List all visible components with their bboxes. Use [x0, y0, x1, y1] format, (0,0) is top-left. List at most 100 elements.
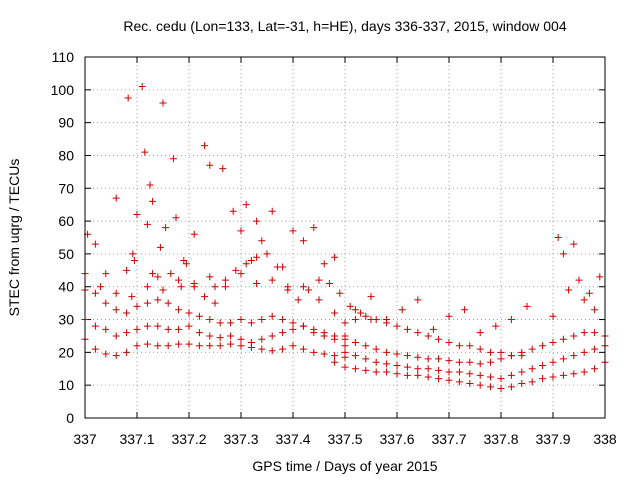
data-point [414, 296, 422, 304]
data-point [331, 253, 339, 261]
data-point [367, 293, 375, 301]
data-point [315, 276, 323, 284]
data-point [112, 332, 120, 340]
data-point [310, 348, 318, 356]
data-point [398, 306, 406, 314]
chart-title: Rec. cedu (Lon=133, Lat=-31, h=HE), days… [123, 18, 566, 34]
data-point [492, 322, 500, 330]
data-point [227, 340, 235, 348]
data-point [559, 335, 567, 343]
data-point [549, 339, 557, 347]
data-point [162, 224, 170, 232]
data-point [357, 309, 365, 317]
data-point [466, 370, 474, 378]
data-point [229, 207, 237, 215]
data-point [211, 299, 219, 307]
data-point [190, 283, 198, 291]
data-point [487, 348, 495, 356]
data-point [253, 217, 261, 225]
data-point [172, 214, 180, 222]
data-point [182, 260, 190, 268]
data-point [424, 332, 432, 340]
data-point [253, 279, 261, 287]
data-point [528, 378, 536, 386]
data-point [268, 312, 276, 320]
x-tick-label: 337.3 [223, 431, 258, 447]
data-point [539, 375, 547, 383]
data-point [549, 312, 557, 320]
data-point [414, 371, 422, 379]
data-point [175, 306, 183, 314]
data-point [336, 289, 344, 297]
data-point [403, 325, 411, 333]
data-point [201, 142, 209, 150]
data-point [383, 360, 391, 368]
data-point [466, 358, 474, 366]
data-point [206, 342, 214, 350]
x-tick-label: 337.5 [327, 431, 362, 447]
data-point [227, 332, 235, 340]
data-point [559, 371, 567, 379]
data-point [461, 306, 469, 314]
data-point [305, 286, 313, 294]
data-point [154, 322, 162, 330]
data-point [310, 224, 318, 232]
data-point [129, 250, 137, 258]
data-point [570, 332, 578, 340]
data-point [133, 342, 141, 350]
data-point [102, 270, 110, 278]
data-point [596, 273, 604, 281]
data-point [580, 368, 588, 376]
data-point [331, 332, 339, 340]
data-point [565, 286, 573, 294]
data-point [164, 299, 172, 307]
data-point [507, 383, 515, 391]
data-point [445, 368, 453, 376]
data-point [206, 332, 214, 340]
data-point [341, 335, 349, 343]
data-point [273, 263, 281, 271]
data-point [351, 365, 359, 373]
data-point [310, 325, 318, 333]
data-point [539, 342, 547, 350]
data-point [299, 345, 307, 353]
data-point [195, 312, 203, 320]
data-point [128, 293, 136, 301]
data-point [455, 342, 463, 350]
data-point [124, 94, 132, 102]
data-point [341, 319, 349, 327]
y-axis-label: STEC from uqrg / TECUs [6, 159, 22, 317]
data-point [143, 283, 151, 291]
data-point [580, 348, 588, 356]
data-point [237, 342, 245, 350]
data-point [190, 230, 198, 238]
data-point [435, 335, 443, 343]
data-point [268, 207, 276, 215]
data-point [149, 270, 157, 278]
x-tick-label: 337 [73, 431, 97, 447]
data-point [424, 365, 432, 373]
data-point [112, 194, 120, 202]
data-point [154, 342, 162, 350]
data-point [554, 234, 562, 241]
data-point [91, 240, 99, 248]
data-point [268, 276, 276, 284]
data-point [497, 375, 505, 383]
data-point [445, 312, 453, 320]
data-point [435, 366, 443, 374]
data-point [216, 334, 224, 342]
data-point [258, 316, 266, 324]
data-point [123, 329, 131, 337]
data-point [102, 325, 110, 333]
data-point [487, 373, 495, 381]
data-point [143, 322, 151, 330]
y-tick-label: 50 [58, 246, 74, 262]
data-point [154, 273, 162, 281]
data-point [341, 348, 349, 356]
data-point [299, 237, 307, 245]
y-tick-label: 10 [58, 377, 74, 393]
data-point [523, 302, 531, 310]
data-point [258, 237, 266, 245]
data-point [320, 329, 328, 337]
